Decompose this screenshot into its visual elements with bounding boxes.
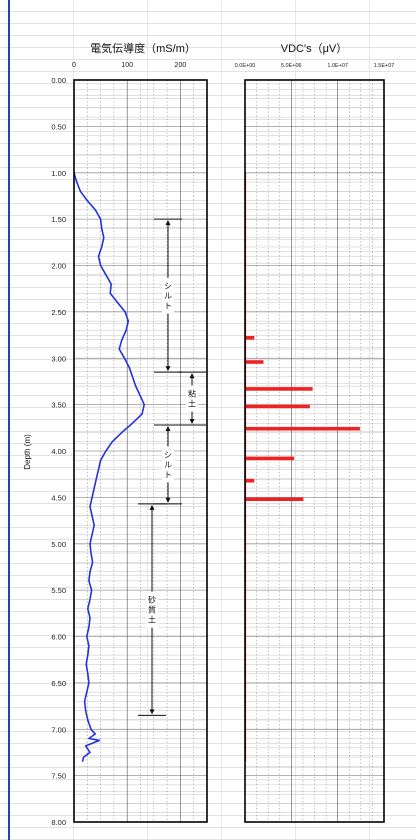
- vdc-bar: [245, 426, 360, 431]
- layer-label-background: [162, 277, 174, 314]
- depth-tick-label: 7.00: [51, 725, 66, 734]
- layer-label-background: [186, 385, 198, 412]
- ec-chart-title: 電気伝導度（mS/m）: [90, 41, 196, 55]
- layer-label-text: 土: [188, 399, 196, 409]
- vdc-bar: [245, 478, 255, 483]
- depth-tick-label: 5.50: [51, 586, 66, 595]
- layer-label-text: 粘: [188, 389, 196, 399]
- ec-series-line: [73, 172, 145, 762]
- layer-arrow-head: [149, 709, 155, 715]
- layer-arrow-head: [165, 497, 171, 503]
- depth-tick-label: 3.00: [51, 354, 66, 363]
- layer-arrow-head: [165, 220, 171, 226]
- depth-tick-label: 4.00: [51, 447, 66, 456]
- vdc-x-tick-label: 1.0E+07: [327, 63, 348, 69]
- depth-tick-label: 6.50: [51, 679, 66, 688]
- depth-tick-label: 5.00: [51, 540, 66, 549]
- ec-x-tick-label: 200: [175, 62, 187, 69]
- vdc-chart-title: VDC's（μV）: [281, 42, 348, 55]
- layer-arrow-head: [189, 373, 195, 379]
- ec-plot-frame: [73, 79, 208, 823]
- vdc-x-tick-label: 5.0E+06: [281, 63, 302, 69]
- vdc-bar: [245, 404, 310, 409]
- layer-label-text: ル: [164, 460, 172, 469]
- axis-ticks: 0.00 0.50 1.00 1.50 2.00 2.50 3.00 3.50 4.00 4.50…: [51, 62, 394, 827]
- depth-tick-label: 7.50: [51, 772, 66, 781]
- depth-tick-label: 1.50: [51, 215, 66, 224]
- ec-x-tick-label: 100: [121, 62, 133, 69]
- depth-axis-label: Depth (m): [23, 434, 32, 470]
- vdc-plot-frame: [244, 79, 385, 823]
- vdc-plot-grid: [244, 79, 385, 823]
- layer-arrow-head: [165, 366, 171, 372]
- layer-label-text: 砂: [148, 595, 156, 605]
- plot-frames: [73, 79, 385, 823]
- depth-tick-label: 0.00: [51, 76, 66, 85]
- layer-arrow-head: [165, 426, 171, 432]
- vdc-bar: [245, 497, 304, 501]
- depth-tick-label: 4.50: [51, 493, 66, 502]
- depth-tick-label: 2.00: [51, 262, 66, 271]
- depth-tick-label: 8.00: [51, 818, 66, 827]
- depth-tick-label: 2.50: [51, 308, 66, 317]
- layer-label-text: 質: [148, 605, 156, 615]
- depth-tick-label: 1.00: [51, 169, 66, 178]
- ec-x-tick-label: 0: [72, 62, 76, 69]
- layer-label-text: シ: [164, 450, 172, 459]
- ec-plot-grid: [73, 79, 208, 823]
- vdc-bar: [245, 387, 313, 391]
- vdc-x-tick-label: 0.0E+00: [235, 63, 256, 69]
- depth-tick-label: 3.50: [51, 401, 66, 410]
- layer-arrow-head: [189, 419, 195, 425]
- layer-label-background: [162, 446, 174, 483]
- layer-label-text: シ: [164, 282, 172, 291]
- vdc-bar: [245, 360, 264, 364]
- layer-label-text: ト: [164, 470, 172, 479]
- layer-label-text: ト: [164, 302, 172, 311]
- depth-tick-label: 6.00: [51, 633, 66, 642]
- layer-arrow-head: [149, 504, 155, 510]
- depth-tick-label: 0.50: [51, 122, 66, 131]
- vdc-bar: [245, 456, 295, 461]
- layer-label-text: ル: [164, 292, 172, 301]
- vdc-bar: [245, 336, 255, 340]
- vdc-x-tick-label: 1.5E+07: [374, 63, 395, 69]
- layer-label-background: [146, 591, 158, 628]
- layer-label-text: 土: [148, 615, 156, 625]
